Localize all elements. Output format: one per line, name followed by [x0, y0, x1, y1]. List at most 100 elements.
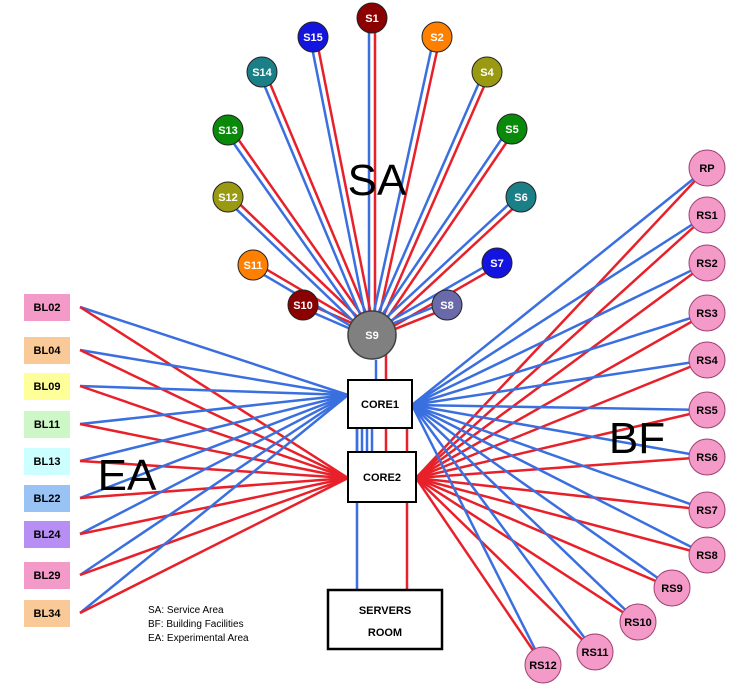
sa-node-s13[interactable]: S13: [212, 114, 244, 146]
svg-text:ROOM: ROOM: [368, 627, 402, 639]
sa-node-s6[interactable]: S6: [505, 181, 537, 213]
ea-node-label: BL04: [34, 345, 62, 357]
link-rs5-core1: [411, 403, 708, 412]
building-facilities-nodes: RP RS1 RS2 RS3 RS4 RS5 RS6 RS7 RS8 RS9 RS10 RS11 RS1…: [524, 149, 726, 684]
core2-switch[interactable]: CORE2: [347, 451, 417, 503]
link-rs11-core2: [415, 477, 596, 653]
legend-bf: BF: Building Facilities: [148, 619, 244, 630]
link-rs1-core1: [411, 213, 708, 407]
bf-node-rs7[interactable]: RS7: [688, 491, 726, 529]
ea-node-label: BL13: [34, 456, 61, 468]
sa-node-label: S12: [218, 192, 238, 204]
link-s13-hub: [224, 131, 371, 338]
bf-node-rs6[interactable]: RS6: [688, 438, 726, 476]
sa-node-s2[interactable]: S2: [421, 21, 453, 53]
ea-node-bl02[interactable]: BL02: [24, 294, 70, 321]
link-rs5-core2: [415, 408, 708, 480]
sa-node-label: S14: [252, 67, 272, 79]
core1-switch[interactable]: CORE1: [347, 379, 413, 429]
ea-node-bl13[interactable]: BL13: [24, 448, 70, 475]
link-bl29-core1: [79, 393, 349, 577]
bf-node-label: RS10: [624, 617, 652, 629]
link-rs2-core1: [411, 261, 708, 407]
bf-node-label: RS6: [696, 452, 717, 464]
link-s6-hub: [369, 193, 520, 334]
link-rs10-core2: [415, 476, 639, 624]
link-bl13-core1: [79, 393, 349, 463]
bf-node-label: RS9: [661, 583, 682, 595]
link-rs6-core1: [411, 403, 708, 459]
link-rs7-core2: [415, 476, 708, 512]
bf-node-rs10[interactable]: RS10: [619, 603, 657, 641]
ea-node-bl04[interactable]: BL04: [24, 337, 70, 364]
link-rs8-core1: [411, 403, 708, 557]
service-area-nodes: S1 S2 S4 S5 S6 S7 S8 S10 S11 S12 S13 S14 S15: [212, 2, 537, 321]
bf-node-rs1[interactable]: RS1: [688, 196, 726, 234]
link-s6-hub: [373, 198, 524, 339]
servers-room[interactable]: SERVERS ROOM: [326, 588, 444, 651]
bf-node-rs5[interactable]: RS5: [688, 391, 726, 429]
legend: SA: Service Area BF: Building Facilities…: [148, 605, 249, 644]
sa-node-label: S8: [440, 300, 453, 312]
link-rs10-core1: [411, 404, 639, 623]
link-rs4-core2: [415, 358, 708, 480]
ea-node-bl29[interactable]: BL29: [24, 562, 70, 589]
svg-text:CORE2: CORE2: [363, 472, 401, 484]
sa-node-s1[interactable]: S1: [356, 2, 388, 34]
link-rs12-core2: [414, 477, 545, 666]
sa-node-s12[interactable]: S12: [212, 181, 244, 213]
sa-node-label: S1: [365, 13, 378, 25]
link-bl29-core2: [79, 476, 349, 577]
bf-node-rs8[interactable]: RS8: [688, 536, 726, 574]
ea-node-bl34[interactable]: BL34: [24, 600, 70, 627]
sa-node-label: S6: [514, 192, 527, 204]
sa-node-s10[interactable]: S10: [287, 289, 319, 321]
ea-node-label: BL11: [34, 419, 60, 431]
link-s5-hub: [368, 126, 511, 335]
link-bl02-core1: [79, 305, 349, 397]
link-bl22-core1: [79, 393, 349, 500]
ea-node-label: BL09: [34, 381, 61, 393]
bf-node-label: RS3: [696, 308, 717, 320]
sa-node-s14[interactable]: S14: [246, 56, 278, 88]
link-bl02-core2: [79, 305, 349, 480]
bf-node-label: RS2: [696, 258, 717, 270]
bf-node-label: RS7: [696, 505, 717, 517]
sa-node-s5[interactable]: S5: [496, 113, 528, 145]
link-s2-hub: [373, 37, 442, 336]
ea-node-bl11[interactable]: BL11: [24, 411, 70, 438]
ea-node-bl22[interactable]: BL22: [24, 485, 70, 512]
sa-node-label: S10: [293, 300, 313, 312]
bf-node-label: RS12: [529, 660, 557, 672]
bf-node-label: RS5: [696, 405, 717, 417]
sa-node-s7[interactable]: S7: [481, 247, 513, 279]
sa-node-s8[interactable]: S8: [431, 289, 463, 321]
bf-node-rs12[interactable]: RS12: [524, 646, 562, 684]
link-rs3-core2: [415, 311, 708, 480]
bf-node-rp[interactable]: RP: [688, 149, 726, 187]
bf-area-label: BF: [609, 414, 665, 463]
link-rs11-core1: [410, 404, 597, 653]
ea-node-label: BL02: [34, 302, 61, 314]
link-rs8-core2: [415, 476, 708, 557]
link-s5-hub: [373, 129, 516, 338]
ea-node-label: BL29: [34, 570, 61, 582]
ea-node-bl24[interactable]: BL24: [24, 521, 70, 548]
link-s4-hub: [368, 70, 486, 335]
sa-node-s15[interactable]: S15: [297, 21, 329, 53]
ea-node-label: BL24: [34, 529, 62, 541]
bf-node-rs3[interactable]: RS3: [688, 294, 726, 332]
bf-node-rs9[interactable]: RS9: [653, 569, 691, 607]
bf-node-rs4[interactable]: RS4: [688, 341, 726, 379]
bf-node-rs11[interactable]: RS11: [576, 633, 614, 671]
legend-ea: EA: Experimental Area: [148, 633, 249, 644]
hub-node-s9[interactable]: S9: [347, 310, 397, 360]
sa-node-s4[interactable]: S4: [471, 56, 503, 88]
ea-area-label: EA: [98, 451, 157, 500]
ea-node-bl09[interactable]: BL09: [24, 373, 70, 400]
link-bl24-core2: [79, 476, 349, 536]
bf-node-label: RS1: [696, 210, 717, 222]
bf-node-rs2[interactable]: RS2: [688, 244, 726, 282]
sa-node-s11[interactable]: S11: [237, 249, 269, 281]
link-rp-core1: [411, 167, 708, 406]
